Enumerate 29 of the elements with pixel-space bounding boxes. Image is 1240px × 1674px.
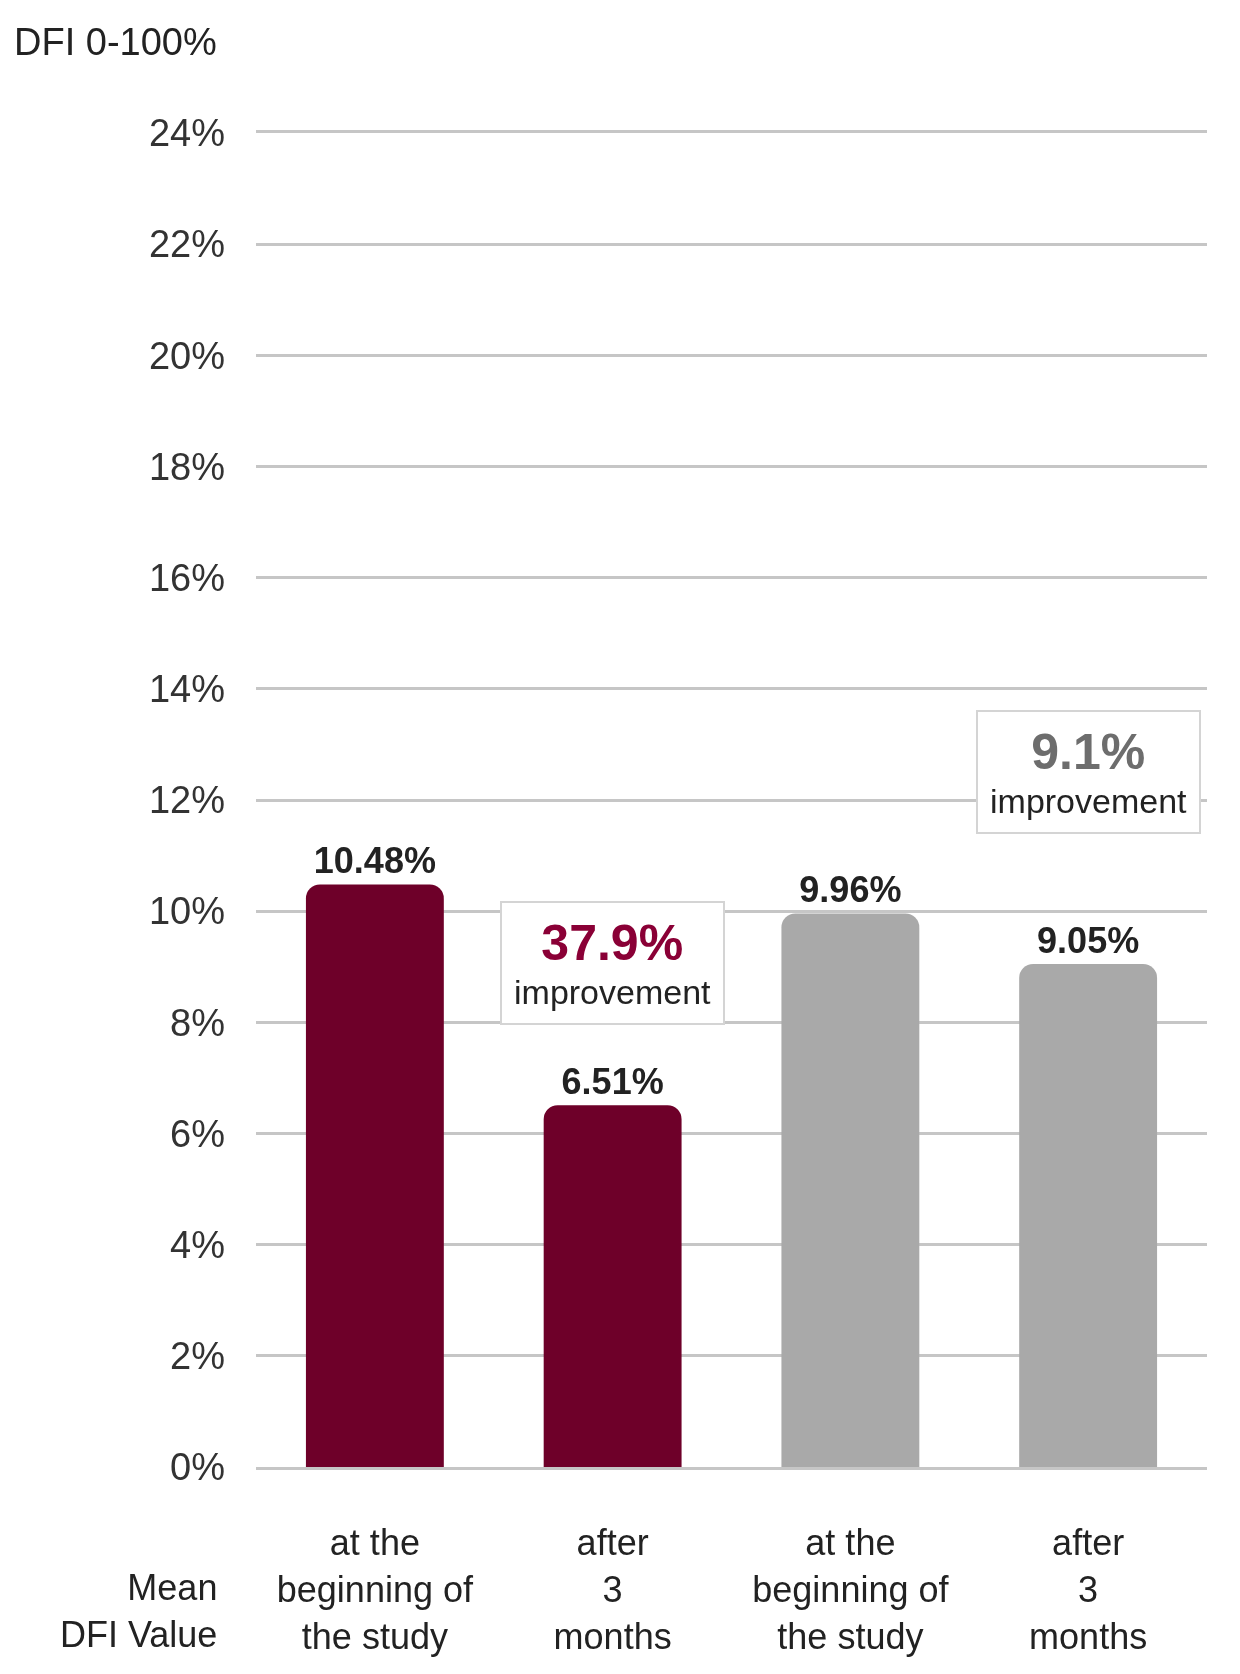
annotation: 37.9% improvement (514, 915, 712, 1012)
bar (543, 1105, 682, 1467)
data-label: 6.51% (561, 1061, 664, 1103)
y-tick-label: 12% (148, 779, 225, 822)
bar (305, 884, 444, 1467)
x-axis-title: Mean DFI Value (60, 1567, 218, 1655)
y-tick-label: 20% (148, 334, 225, 377)
y-tick-label: 18% (148, 445, 225, 488)
x-tick-label: after 3 months (553, 1522, 672, 1657)
x-tick-label: at the beginning of the study (276, 1522, 474, 1657)
data-label: 9.05% (1037, 919, 1140, 961)
y-tick-label: 4% (170, 1223, 225, 1266)
y-tick-label: 2% (170, 1335, 225, 1378)
y-axis-title: DFI 0-100% (14, 21, 217, 63)
bar (1019, 963, 1158, 1467)
y-tick-label: 10% (148, 890, 225, 933)
y-tick-label: 16% (148, 556, 225, 599)
bar (781, 913, 920, 1467)
y-tick-label: 8% (170, 1001, 225, 1044)
y-tick-label: 6% (170, 1112, 225, 1155)
data-label: 9.96% (799, 869, 902, 911)
x-tick-label: at the beginning of the study (752, 1522, 950, 1657)
y-tick-label: 0% (170, 1446, 225, 1489)
y-tick-label: 14% (148, 668, 225, 711)
y-tick-label: 24% (148, 112, 225, 155)
data-label: 10.48% (313, 840, 436, 882)
y-tick-label: 22% (148, 223, 225, 266)
annotation: 9.1% improvement (990, 724, 1188, 821)
x-tick-label: after 3 months (1029, 1522, 1148, 1657)
